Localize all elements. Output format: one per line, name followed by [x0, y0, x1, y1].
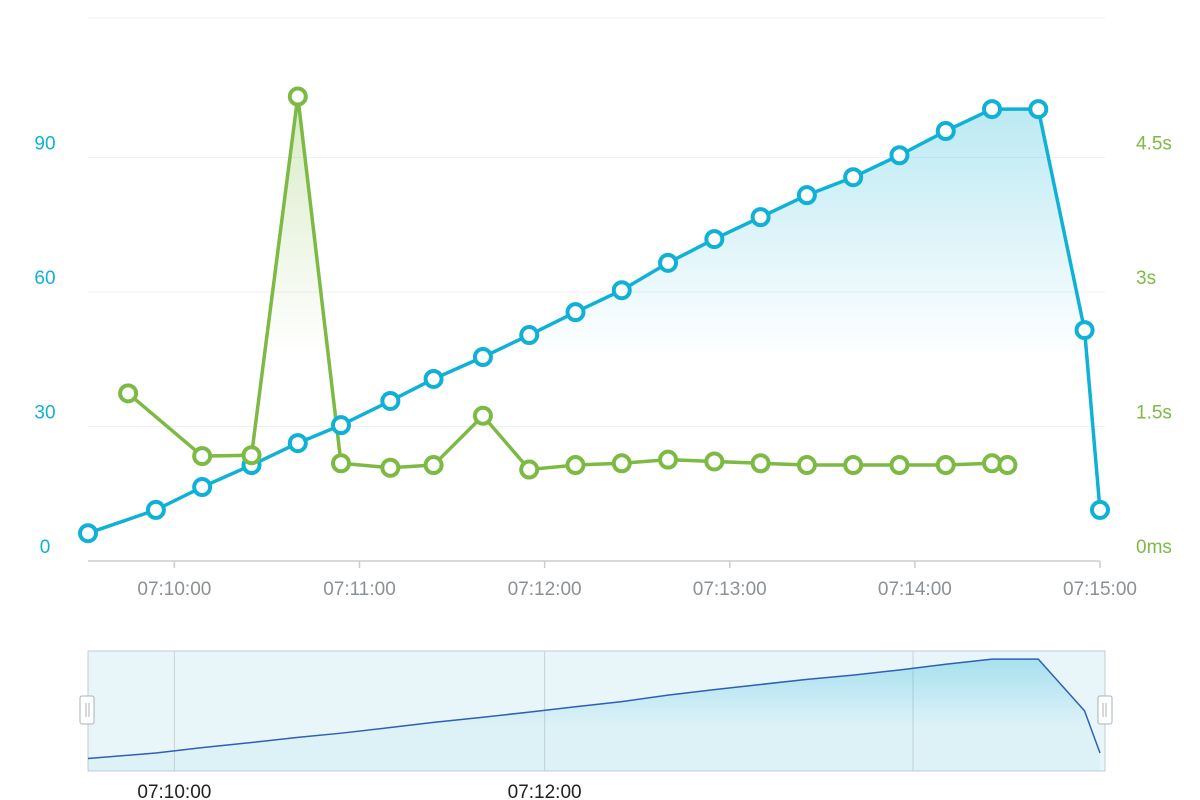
data-point — [1090, 499, 1110, 520]
zoom-handle-right[interactable] — [1097, 695, 1113, 725]
y-tick-label: 30 — [34, 403, 55, 424]
data-point — [1074, 320, 1095, 341]
data-point — [287, 86, 308, 107]
data-point — [380, 457, 401, 478]
x-tick-label: 07:15:00 — [1063, 579, 1137, 600]
zoom-area — [88, 659, 1100, 771]
x-tick-label: 07:11:00 — [323, 579, 396, 600]
data-point — [935, 121, 956, 142]
zoom-tick-label: 07:10:00 — [137, 782, 211, 800]
data-point — [658, 449, 679, 470]
data-point — [472, 405, 493, 426]
x-tick-label: 07:10:00 — [137, 579, 211, 600]
data-point — [611, 280, 632, 301]
data-point — [658, 252, 679, 273]
y2-tick-label: 1.5s — [1136, 403, 1172, 424]
y-tick-label: 60 — [34, 268, 55, 289]
data-point — [287, 433, 308, 454]
data-point — [331, 453, 351, 474]
data-point — [331, 415, 351, 436]
data-point — [145, 499, 166, 520]
plot: 0 30 60 90 0ms 1.5s 3s 4.5s 07:10:00 07:11:00 07:1… — [34, 86, 1172, 800]
data-point — [889, 145, 910, 166]
zoom-line — [87, 658, 1101, 760]
data-point — [423, 368, 444, 389]
data-point — [380, 390, 401, 411]
x-tick-label: 07:13:00 — [693, 579, 767, 600]
data-point — [192, 446, 213, 467]
x-tick-label: 07:14:00 — [878, 579, 952, 600]
y-tick-label: 0 — [40, 537, 51, 558]
series-area — [88, 109, 1100, 561]
data-point — [982, 99, 1003, 120]
zoom-tick-label: 07:12:00 — [508, 782, 582, 800]
data-point — [519, 325, 540, 346]
data-point — [796, 455, 817, 476]
data-point — [192, 477, 213, 498]
data-point — [565, 455, 586, 476]
data-point — [704, 451, 725, 472]
data-point — [889, 455, 910, 476]
data-point — [843, 455, 864, 476]
data-point — [750, 207, 771, 228]
data-point — [935, 455, 956, 476]
data-point — [611, 453, 632, 474]
data-point — [997, 455, 1018, 476]
y-tick-label: 90 — [34, 134, 55, 155]
data-point — [796, 185, 817, 206]
data-point — [750, 453, 771, 474]
y2-tick-label: 0ms — [1136, 537, 1172, 558]
data-point — [241, 445, 262, 466]
data-point — [78, 523, 98, 544]
y2-tick-label: 3s — [1136, 268, 1156, 289]
data-point — [423, 455, 444, 476]
data-point — [704, 229, 725, 250]
data-point — [118, 383, 139, 404]
data-point — [565, 302, 586, 323]
data-point — [519, 459, 540, 480]
x-tick-label: 07:12:00 — [508, 579, 582, 600]
data-point — [472, 347, 493, 368]
y2-tick-label: 4.5s — [1136, 134, 1172, 155]
zoom-handle-left[interactable] — [79, 695, 95, 725]
data-point — [843, 167, 864, 188]
data-point — [1028, 99, 1049, 120]
